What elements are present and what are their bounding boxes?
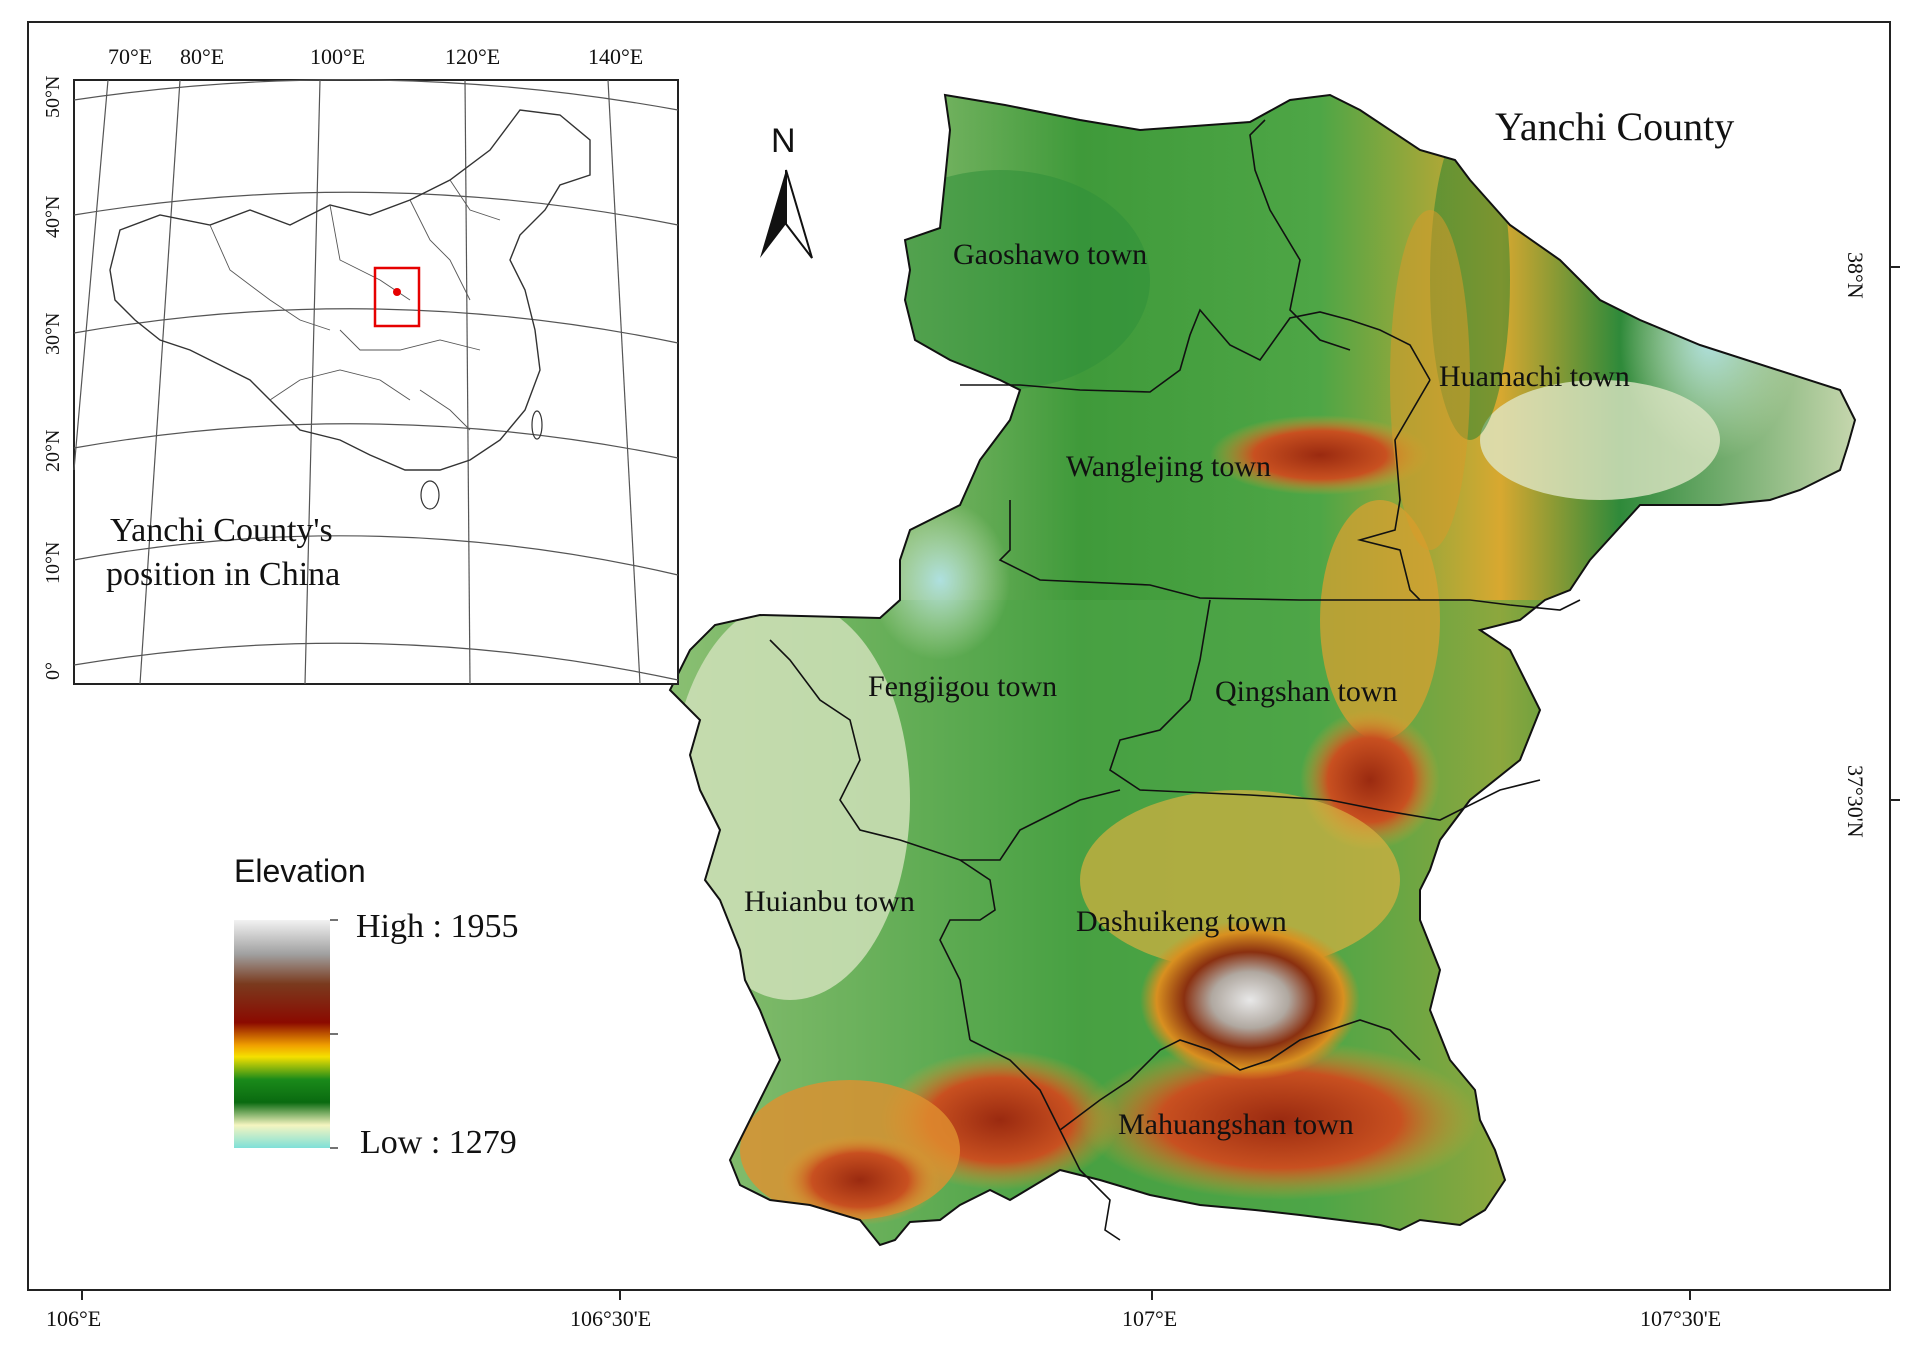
inset-top-tick-label: 140°E [588,44,644,69]
inset-top-tick-label: 70°E [108,44,153,69]
bottom-tick-label: 107°30'E [1640,1306,1722,1331]
town-label-huamachi: Huamachi town [1439,360,1630,393]
bottom-axis-ticks [81,1290,1691,1300]
inset-left-tick-label: 10°N [42,541,64,584]
elevation-legend [234,919,338,1149]
inset-top-tick-label: 100°E [310,44,366,69]
north-label: N [771,122,796,160]
legend-high-label: High : 1955 [356,908,519,945]
bottom-tick-label: 106°E [46,1306,102,1331]
right-tick-label: 37°30'N [1843,765,1868,838]
inset-caption-line2: position in China [106,556,341,593]
legend-low-label: Low : 1279 [360,1124,517,1161]
county-outline [668,93,1857,1247]
town-label-wanglejing: Wanglejing town [1066,450,1272,483]
town-boundaries [769,119,1581,1241]
bottom-tick-label: 107°E [1122,1306,1178,1331]
inset-top-tick-label: 120°E [445,44,501,69]
bottom-tick-label: 106°30'E [570,1306,652,1331]
inset-left-tick-label: 50°N [42,75,64,118]
north-arrow-icon [760,169,813,259]
inset-left-tick-label: 0° [42,662,64,680]
inset-left-tick-label: 20°N [42,429,64,472]
town-label-fengjigou: Fengjigou town [868,670,1058,703]
inset-map [73,79,679,685]
inset-left-tick-label: 30°N [42,312,64,355]
town-label-qingshan: Qingshan town [1215,675,1398,708]
right-axis-ticks [1890,266,1900,801]
map-title: Yanchi County [1495,104,1735,149]
legend-title: Elevation [234,853,366,889]
inset-top-tick-label: 80°E [180,44,225,69]
town-label-mahuangshan: Mahuangshan town [1118,1108,1354,1141]
town-label-gaoshawo: Gaoshawo town [953,238,1148,271]
town-label-huianbu: Huianbu town [744,885,915,918]
right-tick-label: 38°N [1843,252,1868,299]
inset-caption-line1: Yanchi County's [110,512,333,549]
inset-left-tick-label: 40°N [42,195,64,238]
town-label-dashuikeng: Dashuikeng town [1076,905,1287,938]
